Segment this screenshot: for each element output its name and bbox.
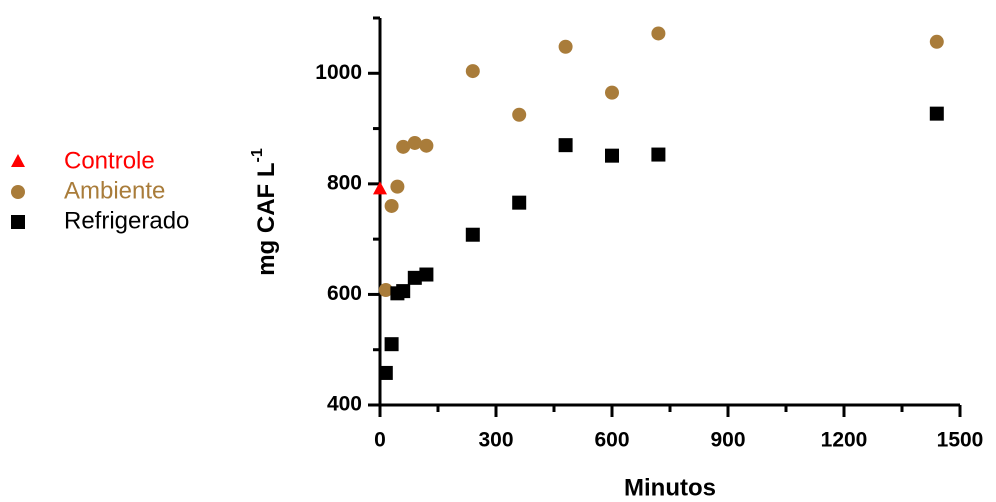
x-tick-label: 1200 [821,429,868,452]
legend-label: Refrigerado [64,207,189,234]
data-point [558,39,573,54]
y-tick-label: 400 [327,393,362,416]
data-point [558,138,573,153]
data-point [651,26,666,41]
legend-marker [11,154,25,167]
x-tick-label: 300 [478,429,513,452]
data-point [407,270,422,285]
y-axis-title-text: mg CAF L [253,162,280,275]
data-point [419,138,434,153]
legend-marker [11,185,25,199]
data-point [929,106,944,121]
legend-label: Controle [64,147,155,174]
y-axis-title-superscript: -1 [249,148,266,162]
y-axis-title-group: mg CAF L-1 [249,148,280,276]
data-point [396,139,411,154]
y-tick-label: 600 [327,282,362,305]
x-tick-label: 600 [594,429,629,452]
x-tick-label: 900 [710,429,745,452]
data-point [384,337,399,352]
data-point [373,181,387,195]
y-axis-title: mg CAF L-1 [249,148,280,276]
data-point [512,107,527,122]
data-point [419,267,434,282]
data-point [390,179,405,194]
y-tick-label: 800 [327,171,362,194]
data-point [651,147,666,162]
y-tick-label: 1000 [315,61,362,84]
x-tick-label: 0 [374,429,386,452]
data-point [378,365,393,380]
data-point [929,34,944,49]
data-point [512,195,527,210]
legend-marker [11,215,25,229]
data-point [378,283,393,298]
data-point [605,148,619,163]
data-point [396,284,411,299]
data-point [465,227,480,242]
legend-label: Ambiente [64,177,165,204]
data-point [605,85,619,100]
data-point [407,135,422,150]
data-point [384,198,399,213]
data-point [465,64,480,79]
x-axis-title: Minutos [624,474,716,501]
x-tick-label: 1500 [937,429,984,452]
